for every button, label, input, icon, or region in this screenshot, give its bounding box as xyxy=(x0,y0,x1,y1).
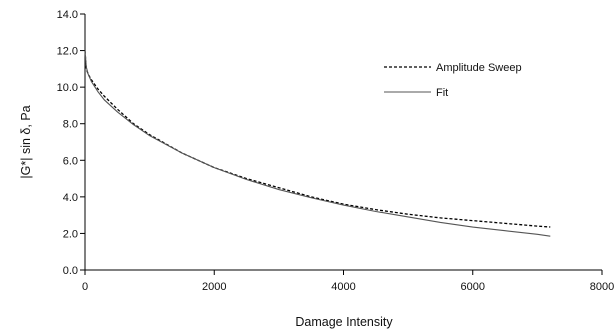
x-axis-title: Damage Intensity xyxy=(295,315,393,329)
y-ticks: 0.0 2.0 4.0 6.0 8.0 10.0 12.0 14.0 xyxy=(57,9,85,277)
legend-label-fit: Fit xyxy=(436,87,448,99)
x-tick-label: 8000 xyxy=(590,281,614,293)
y-tick-label: 14.0 xyxy=(57,9,78,21)
series xyxy=(84,50,551,237)
x-ticks: 0 2000 4000 6000 8000 xyxy=(82,270,614,293)
y-tick-label: 12.0 xyxy=(57,46,78,58)
y-tick-label: 10.0 xyxy=(57,82,78,94)
y-tick-label: 6.0 xyxy=(63,155,78,167)
x-tick-label: 0 xyxy=(82,281,88,293)
x-tick-label: 4000 xyxy=(331,281,355,293)
y-tick-label: 2.0 xyxy=(63,228,78,240)
series-line-fit xyxy=(84,50,551,237)
x-tick-label: 2000 xyxy=(202,281,226,293)
legend-label-amplitude-sweep: Amplitude Sweep xyxy=(436,62,522,74)
y-tick-label: 0.0 xyxy=(63,265,78,277)
x-tick-label: 6000 xyxy=(461,281,485,293)
y-tick-label: 8.0 xyxy=(63,119,78,131)
y-axis-title: |G*| sin δ, Pa xyxy=(19,105,33,178)
y-tick-label: 4.0 xyxy=(63,192,78,204)
legend: Amplitude Sweep Fit xyxy=(384,62,522,99)
